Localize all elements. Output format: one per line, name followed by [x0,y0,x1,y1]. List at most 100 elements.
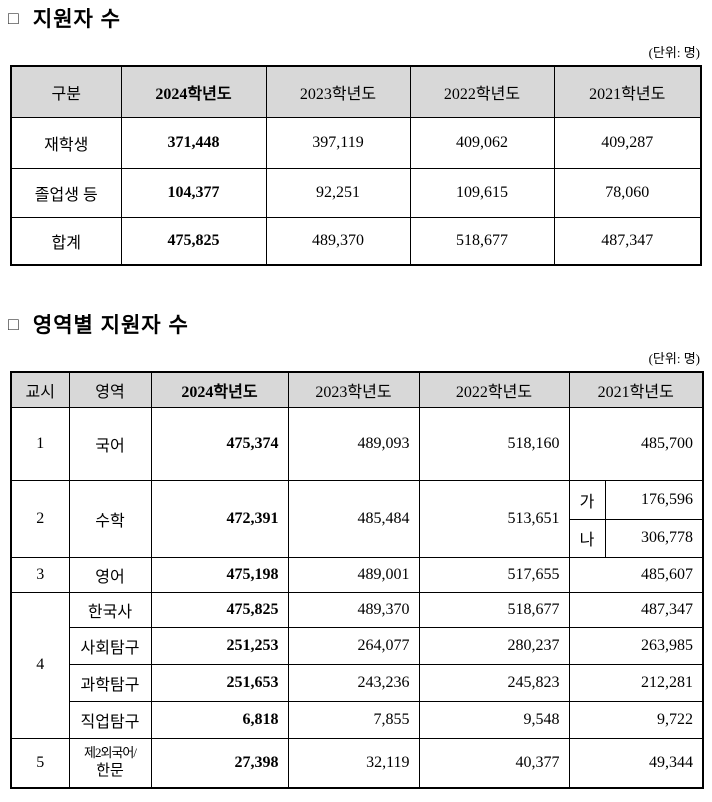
square-bullet-icon: □ [8,7,20,28]
split-label-cell: 나 [568,518,606,558]
header-cell-2021: 2021학년도 [568,371,704,408]
value-cell: 409,062 [409,116,555,169]
value-cell: 513,651 [418,479,570,558]
section-spacer [8,266,702,314]
value-cell: 243,236 [287,663,420,702]
value-cell: 475,825 [120,216,267,266]
value-cell: 475,825 [150,591,289,628]
value-cell: 280,237 [418,626,570,665]
value-cell: 9,722 [568,700,704,739]
value-cell: 489,370 [265,216,411,266]
period-cell: 4 [10,591,70,739]
applicants-by-area-table: 교시 영역 2024학년도 2023학년도 2022학년도 2021학년도 1 … [10,371,705,790]
table-row: 직업탐구 6,818 7,855 9,548 9,722 [11,700,704,739]
table-row: 졸업생 등 104,377 92,251 109,615 78,060 [10,167,702,218]
value-cell: 409,287 [553,116,702,169]
value-cell: 371,448 [120,116,267,169]
value-cell: 487,347 [553,216,702,266]
value-cell: 109,615 [409,167,555,218]
value-cell: 6,818 [150,700,289,739]
section1-title-text: 지원자 수 [32,8,121,31]
section2-title: □ 영역별 지원자 수 [8,314,702,337]
table2-header-row: 교시 영역 2024학년도 2023학년도 2022학년도 2021학년도 [10,371,704,408]
value-cell: 485,700 [568,406,704,481]
table-row: 3 영어 475,198 489,001 517,655 485,607 [10,556,704,593]
value-cell: 263,985 [568,626,704,665]
value-cell: 49,344 [568,737,704,789]
table1-header-row: 구분 2024학년도 2023학년도 2022학년도 2021학년도 [10,65,702,118]
table-row: 나 306,778 [11,518,704,558]
area-cell: 한국사 [68,591,152,628]
value-cell: 251,253 [150,626,289,665]
area-cell: 수학 [68,479,152,558]
period-cell: 3 [10,556,70,593]
area-cell: 국어 [68,406,152,481]
period-cell: 2 [10,479,70,558]
value-cell: 475,374 [150,406,289,481]
value-cell: 92,251 [265,167,411,218]
table-row: 과학탐구 251,653 243,236 245,823 212,281 [11,663,704,702]
split-label-cell: 가 [568,479,606,520]
value-cell: 518,677 [418,591,570,628]
value-cell: 245,823 [418,663,570,702]
row-label-cell: 졸업생 등 [10,167,122,218]
row-label-cell: 재학생 [10,116,122,169]
value-cell: 32,119 [287,737,420,789]
value-cell: 7,855 [287,700,420,739]
split-value-cell: 306,778 [604,518,704,558]
table-row: 재학생 371,448 397,119 409,062 409,287 [10,116,702,169]
area-cell: 과학탐구 [68,663,152,702]
value-cell: 487,347 [568,591,704,628]
value-cell: 264,077 [287,626,420,665]
value-cell: 397,119 [265,116,411,169]
value-cell: 9,548 [418,700,570,739]
square-bullet-icon: □ [8,313,20,334]
value-cell: 518,160 [418,406,570,481]
header-cell-2023: 2023학년도 [287,371,420,408]
value-cell: 212,281 [568,663,704,702]
value-cell: 251,653 [150,663,289,702]
split-value-cell: 176,596 [604,479,704,520]
value-cell: 472,391 [150,479,289,558]
header-cell-2024: 2024학년도 [150,371,289,408]
section2-unit-note: (단위: 명) [648,351,700,367]
value-cell: 78,060 [553,167,702,218]
applicants-total-table: 구분 2024학년도 2023학년도 2022학년도 2021학년도 재학생 3… [10,65,702,267]
value-cell: 27,398 [150,737,289,789]
period-cell: 5 [10,737,70,789]
area-label-line1: 제2외국어/ [84,745,137,761]
header-cell-2024: 2024학년도 [120,65,267,118]
section2-title-text: 영역별 지원자 수 [32,314,189,338]
value-cell: 104,377 [120,167,267,218]
table-row: 사회탐구 251,253 264,077 280,237 263,985 [11,626,704,665]
period-cell: 1 [10,406,70,481]
header-cell-area: 영역 [68,371,152,408]
area-cell: 직업탐구 [68,700,152,739]
section1-title: □ 지원자 수 [8,8,702,31]
table-row: 4 한국사 475,825 489,370 518,677 487,347 [10,591,704,739]
header-cell-gubun: 구분 [10,65,122,118]
table-row: 2 수학 472,391 485,484 513,651 가 176,596 [10,479,704,558]
table-row: 1 국어 475,374 489,093 518,160 485,700 [10,406,704,481]
section1-unit-note: (단위: 명) [648,45,700,61]
header-cell-2022: 2022학년도 [418,371,570,408]
row-label-cell: 합계 [10,216,122,266]
value-cell: 489,370 [287,591,420,628]
area-label-line2: 한문 [96,763,124,780]
value-cell: 517,655 [418,556,570,593]
value-cell: 485,484 [287,479,420,558]
area-cell: 영어 [68,556,152,593]
table-row: 5 제2외국어/ 한문 27,398 32,119 40,377 49,344 [10,737,704,789]
value-cell: 40,377 [418,737,570,789]
value-cell: 518,677 [409,216,555,266]
value-cell: 489,001 [287,556,420,593]
header-cell-2021: 2021학년도 [553,65,702,118]
value-cell: 489,093 [287,406,420,481]
header-cell-2023: 2023학년도 [265,65,411,118]
table-row: 합계 475,825 489,370 518,677 487,347 [10,216,702,266]
area-cell: 사회탐구 [68,626,152,665]
value-cell: 475,198 [150,556,289,593]
value-cell: 485,607 [568,556,704,593]
area-cell: 제2외국어/ 한문 [68,737,152,789]
header-cell-period: 교시 [10,371,70,408]
